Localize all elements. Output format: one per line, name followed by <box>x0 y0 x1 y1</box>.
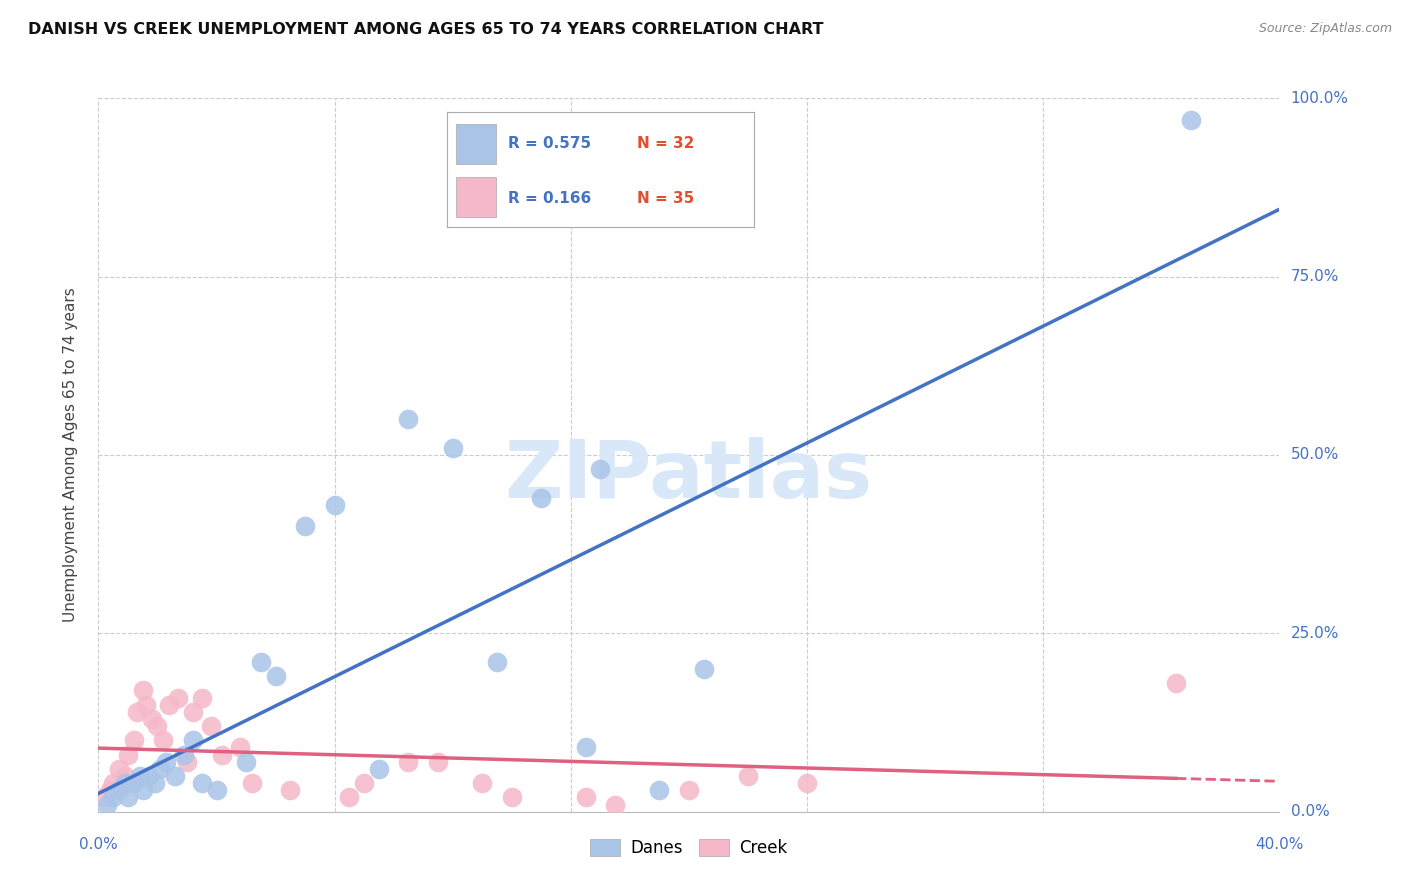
Point <box>501 790 523 805</box>
Point <box>155 755 177 769</box>
Point <box>125 705 148 719</box>
Point <box>149 762 172 776</box>
Point <box>574 790 596 805</box>
Point <box>176 755 198 769</box>
Text: 0.0%: 0.0% <box>79 837 118 852</box>
Point <box>427 755 450 769</box>
Point <box>337 790 360 805</box>
Text: 100.0%: 100.0% <box>1291 91 1348 105</box>
Point <box>146 719 169 733</box>
Point <box>264 669 287 683</box>
Point <box>205 783 228 797</box>
Point <box>211 747 233 762</box>
Point <box>796 776 818 790</box>
Point <box>135 698 157 712</box>
Point <box>122 733 145 747</box>
Point <box>191 690 214 705</box>
Point <box>589 462 612 476</box>
Point <box>181 705 204 719</box>
Point <box>200 719 222 733</box>
Text: DANISH VS CREEK UNEMPLOYMENT AMONG AGES 65 TO 74 YEARS CORRELATION CHART: DANISH VS CREEK UNEMPLOYMENT AMONG AGES … <box>28 22 824 37</box>
Legend: Danes, Creek: Danes, Creek <box>583 832 794 864</box>
Text: 0.0%: 0.0% <box>1291 805 1329 819</box>
Text: ZIPatlas: ZIPatlas <box>505 437 873 516</box>
Point <box>678 783 700 797</box>
Point <box>108 783 131 797</box>
Text: Source: ZipAtlas.com: Source: ZipAtlas.com <box>1258 22 1392 36</box>
Text: 50.0%: 50.0% <box>1291 448 1339 462</box>
Point <box>1164 676 1187 690</box>
Point <box>294 519 316 533</box>
Point <box>128 769 150 783</box>
Point <box>117 747 139 762</box>
Point <box>693 662 716 676</box>
Point <box>471 776 494 790</box>
Text: 25.0%: 25.0% <box>1291 626 1339 640</box>
Point <box>737 769 759 783</box>
Point <box>396 755 419 769</box>
Point <box>235 755 257 769</box>
Point <box>486 655 509 669</box>
Point <box>138 769 160 783</box>
Point <box>605 797 627 812</box>
Point <box>530 491 553 505</box>
Point <box>117 790 139 805</box>
Point <box>143 776 166 790</box>
Point <box>441 441 464 455</box>
Point <box>132 783 155 797</box>
Point <box>191 776 214 790</box>
Point <box>114 776 136 790</box>
Point <box>396 412 419 426</box>
Point <box>240 776 263 790</box>
Point <box>323 498 346 512</box>
Point <box>1180 112 1202 127</box>
Point <box>353 776 375 790</box>
Point <box>574 740 596 755</box>
Point <box>103 790 125 805</box>
Point <box>132 683 155 698</box>
Point <box>103 776 125 790</box>
Point <box>122 776 145 790</box>
Point <box>368 762 391 776</box>
Point <box>108 762 131 776</box>
Y-axis label: Unemployment Among Ages 65 to 74 years: Unemployment Among Ages 65 to 74 years <box>63 287 77 623</box>
Point <box>96 797 118 812</box>
Point <box>173 747 195 762</box>
Point <box>93 790 115 805</box>
Point <box>181 733 204 747</box>
Point <box>98 783 121 797</box>
Point <box>250 655 273 669</box>
Point <box>157 698 180 712</box>
Point <box>165 769 187 783</box>
Text: 75.0%: 75.0% <box>1291 269 1339 284</box>
Point <box>167 690 190 705</box>
Text: 40.0%: 40.0% <box>1256 837 1303 852</box>
Point <box>278 783 302 797</box>
Point <box>648 783 671 797</box>
Point <box>229 740 252 755</box>
Point <box>152 733 174 747</box>
Point <box>114 769 136 783</box>
Point <box>141 712 163 726</box>
